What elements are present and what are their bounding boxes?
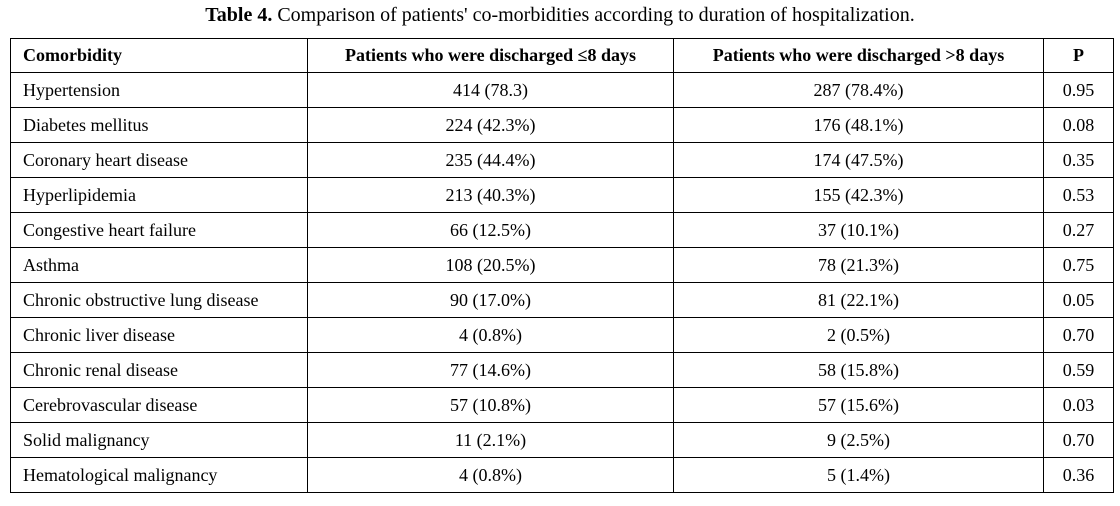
discharged-gt-8-cell: 58 (15.8%): [673, 352, 1044, 388]
p-value-cell: 0.75: [1043, 247, 1114, 283]
discharged-le-8-cell: 57 (10.8%): [307, 387, 674, 423]
discharged-le-8-cell: 77 (14.6%): [307, 352, 674, 388]
p-value-cell: 0.95: [1043, 72, 1114, 108]
discharged-gt-8-cell: 176 (48.1%): [673, 107, 1044, 143]
p-value-cell: 0.05: [1043, 282, 1114, 318]
comorbidity-cell: Congestive heart failure: [10, 212, 308, 248]
discharged-le-8-cell: 224 (42.3%): [307, 107, 674, 143]
table-row: Solid malignancy 11 (2.1%) 9 (2.5%) 0.70: [10, 422, 1114, 458]
table-body: Hypertension 414 (78.3) 287 (78.4%) 0.95 Dia…: [10, 72, 1114, 493]
comorbidity-cell: Coronary heart disease: [10, 142, 308, 178]
comorbidity-cell: Hypertension: [10, 72, 308, 108]
comorbidity-cell: Hyperlipidemia: [10, 177, 308, 213]
discharged-le-8-cell: 4 (0.8%): [307, 457, 674, 493]
table-row: Diabetes mellitus 224 (42.3%) 176 (48.1%) 0…: [10, 107, 1114, 143]
table-row: Asthma 108 (20.5%) 78 (21.3%) 0.75: [10, 247, 1114, 283]
p-value-cell: 0.27: [1043, 212, 1114, 248]
p-value-cell: 0.08: [1043, 107, 1114, 143]
comorbidity-cell: Chronic obstructive lung disease: [10, 282, 308, 318]
p-value-cell: 0.59: [1043, 352, 1114, 388]
header-comorbidity: Comorbidity: [10, 38, 308, 73]
discharged-gt-8-cell: 2 (0.5%): [673, 317, 1044, 353]
header-discharged-le-8: Patients who were discharged ≤8 days: [307, 38, 674, 73]
comorbidity-cell: Chronic liver disease: [10, 317, 308, 353]
table-header-row: Comorbidity Patients who were discharged…: [10, 38, 1114, 73]
discharged-le-8-cell: 235 (44.4%): [307, 142, 674, 178]
table-row: Coronary heart disease 235 (44.4%) 174 (47…: [10, 142, 1114, 178]
discharged-gt-8-cell: 5 (1.4%): [673, 457, 1044, 493]
discharged-le-8-cell: 4 (0.8%): [307, 317, 674, 353]
comorbidity-cell: Asthma: [10, 247, 308, 283]
p-value-cell: 0.70: [1043, 422, 1114, 458]
p-value-cell: 0.35: [1043, 142, 1114, 178]
discharged-gt-8-cell: 37 (10.1%): [673, 212, 1044, 248]
table-row: Chronic liver disease 4 (0.8%) 2 (0.5%) 0.7…: [10, 317, 1114, 353]
p-value-cell: 0.53: [1043, 177, 1114, 213]
table-caption-text: Comparison of patients' co-morbidities a…: [277, 4, 915, 26]
table-row: Cerebrovascular disease 57 (10.8%) 57 (15.…: [10, 387, 1114, 423]
table-caption: Table 4. Comparison of patients' co-morb…: [0, 2, 1120, 28]
comorbidity-cell: Diabetes mellitus: [10, 107, 308, 143]
p-value-cell: 0.70: [1043, 317, 1114, 353]
table-row: Congestive heart failure 66 (12.5%) 37 (10…: [10, 212, 1114, 248]
discharged-gt-8-cell: 9 (2.5%): [673, 422, 1044, 458]
discharged-gt-8-cell: 81 (22.1%): [673, 282, 1044, 318]
table-row: Hyperlipidemia 213 (40.3%) 155 (42.3%) 0.53: [10, 177, 1114, 213]
header-discharged-gt-8: Patients who were discharged >8 days: [673, 38, 1044, 73]
table-caption-label: Table 4.: [205, 4, 273, 26]
discharged-le-8-cell: 213 (40.3%): [307, 177, 674, 213]
discharged-le-8-cell: 11 (2.1%): [307, 422, 674, 458]
discharged-le-8-cell: 108 (20.5%): [307, 247, 674, 283]
discharged-gt-8-cell: 174 (47.5%): [673, 142, 1044, 178]
discharged-gt-8-cell: 78 (21.3%): [673, 247, 1044, 283]
discharged-le-8-cell: 66 (12.5%): [307, 212, 674, 248]
discharged-gt-8-cell: 155 (42.3%): [673, 177, 1044, 213]
table-row: Chronic obstructive lung disease 90 (17.0…: [10, 282, 1114, 318]
comorbidity-cell: Hematological malignancy: [10, 457, 308, 493]
discharged-gt-8-cell: 287 (78.4%): [673, 72, 1044, 108]
p-value-cell: 0.36: [1043, 457, 1114, 493]
table-row: Chronic renal disease 77 (14.6%) 58 (15.8%…: [10, 352, 1114, 388]
table-row: Hematological malignancy 4 (0.8%) 5 (1.4%)…: [10, 457, 1114, 493]
table-row: Hypertension 414 (78.3) 287 (78.4%) 0.95: [10, 72, 1114, 108]
header-p-value: P: [1043, 38, 1114, 73]
comorbidity-table: Comorbidity Patients who were discharged…: [10, 38, 1114, 493]
discharged-le-8-cell: 414 (78.3): [307, 72, 674, 108]
p-value-cell: 0.03: [1043, 387, 1114, 423]
comorbidity-cell: Solid malignancy: [10, 422, 308, 458]
comorbidity-cell: Chronic renal disease: [10, 352, 308, 388]
discharged-le-8-cell: 90 (17.0%): [307, 282, 674, 318]
discharged-gt-8-cell: 57 (15.6%): [673, 387, 1044, 423]
comorbidity-cell: Cerebrovascular disease: [10, 387, 308, 423]
